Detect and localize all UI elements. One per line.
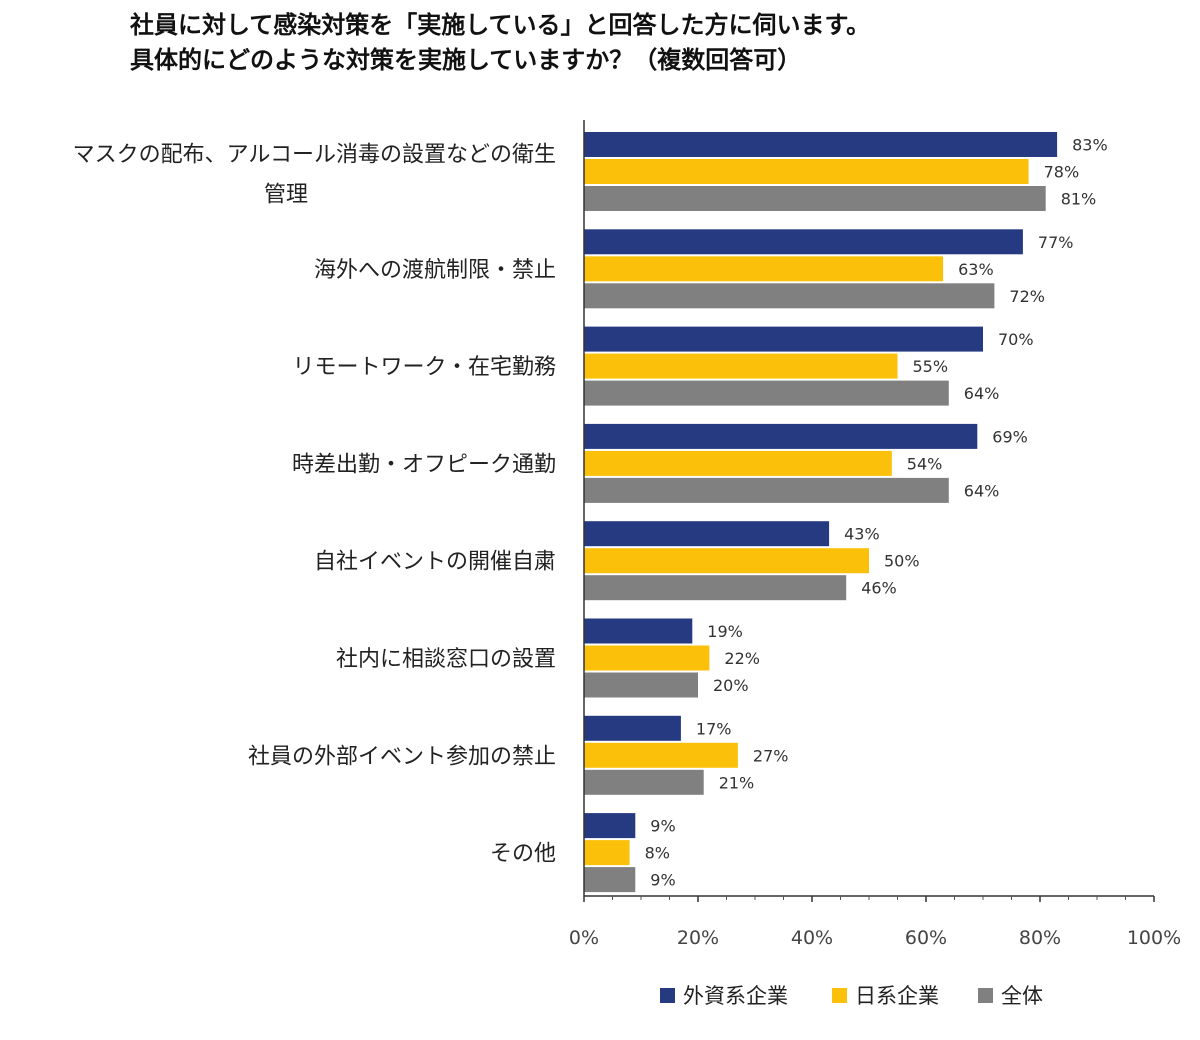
category-label: 自社イベントの開催自粛 [314, 550, 556, 575]
chart-title-line-2: 具体的にどのような対策を実施していますか？（複数回答可） [130, 46, 802, 74]
data-label: 17% [696, 719, 732, 738]
data-label: 77% [1038, 233, 1074, 252]
bar-全体 [584, 186, 1046, 211]
bar-日系企業 [584, 548, 869, 574]
category-label: 管理 [264, 183, 308, 208]
bar-外資系企業 [584, 813, 636, 839]
bar-日系企業 [584, 256, 944, 282]
category-label: 社員の外部イベント参加の禁止 [248, 744, 556, 769]
x-tick-label: 100% [1127, 927, 1181, 949]
data-label: 43% [844, 525, 880, 544]
data-label: 64% [964, 384, 1000, 403]
bar-外資系企業 [584, 423, 978, 449]
bar-日系企業 [584, 742, 738, 768]
data-label: 8% [645, 844, 670, 863]
bar-全体 [584, 769, 704, 795]
legend-label: 日系企業 [855, 984, 939, 1008]
data-label: 22% [724, 649, 760, 668]
data-label: 78% [1044, 163, 1080, 182]
chart-title: 社員に対して感染対策を「実施している」と回答した方に伺います。 具体的にどのよう… [130, 8, 1170, 78]
bar-全体 [584, 380, 949, 406]
x-tick-label: 60% [905, 927, 947, 949]
data-label: 27% [753, 746, 789, 765]
bar-外資系企業 [584, 132, 1058, 157]
bar-日系企業 [584, 645, 710, 671]
bar-日系企業 [584, 159, 1029, 184]
data-label: 54% [907, 454, 943, 473]
data-label: 83% [1072, 136, 1108, 155]
data-label: 81% [1061, 190, 1097, 209]
category-label: リモートワーク・在宅勤務 [292, 355, 556, 380]
data-label: 70% [998, 330, 1034, 349]
data-label: 50% [884, 552, 920, 571]
bar-全体 [584, 283, 995, 309]
data-label: 64% [964, 481, 1000, 500]
bar-全体 [584, 575, 847, 601]
legend-swatch-外資系企業 [660, 988, 675, 1003]
x-tick-label: 40% [791, 927, 833, 949]
legend-label: 外資系企業 [683, 984, 788, 1008]
bar-日系企業 [584, 353, 898, 379]
x-tick-label: 20% [677, 927, 719, 949]
data-label: 55% [913, 357, 949, 376]
x-tick-label: 0% [569, 927, 599, 949]
bar-日系企業 [584, 450, 892, 476]
bar-外資系企業 [584, 521, 830, 547]
bar-外資系企業 [584, 229, 1023, 255]
bar-全体 [584, 672, 698, 698]
data-label: 19% [707, 622, 743, 641]
category-label: 海外への渡航制限・禁止 [314, 258, 556, 283]
category-label: 社内に相談窓口の設置 [336, 647, 556, 672]
data-label: 21% [719, 773, 755, 792]
bar-全体 [584, 477, 949, 503]
x-tick-label: 80% [1019, 927, 1061, 949]
chart-title-line-1: 社員に対して感染対策を「実施している」と回答した方に伺います。 [130, 11, 871, 39]
data-label: 72% [1009, 287, 1045, 306]
data-label: 20% [713, 676, 749, 695]
data-label: 63% [958, 260, 994, 279]
legend-swatch-日系企業 [832, 988, 847, 1003]
bar-外資系企業 [584, 326, 983, 352]
bar-外資系企業 [584, 618, 693, 644]
bar-全体 [584, 867, 636, 893]
bar-日系企業 [584, 840, 630, 866]
category-label: その他 [490, 842, 556, 867]
data-label: 46% [861, 579, 897, 598]
legend-swatch-全体 [978, 988, 993, 1003]
bar-外資系企業 [584, 715, 681, 741]
category-label: マスクの配布、アルコール消毒の設置などの衛生 [73, 143, 556, 168]
legend-label: 全体 [1001, 984, 1043, 1008]
data-label: 69% [992, 427, 1028, 446]
data-label: 9% [650, 817, 675, 836]
data-label: 9% [650, 871, 675, 890]
category-label: 時差出勤・オフピーク通勤 [292, 452, 556, 477]
